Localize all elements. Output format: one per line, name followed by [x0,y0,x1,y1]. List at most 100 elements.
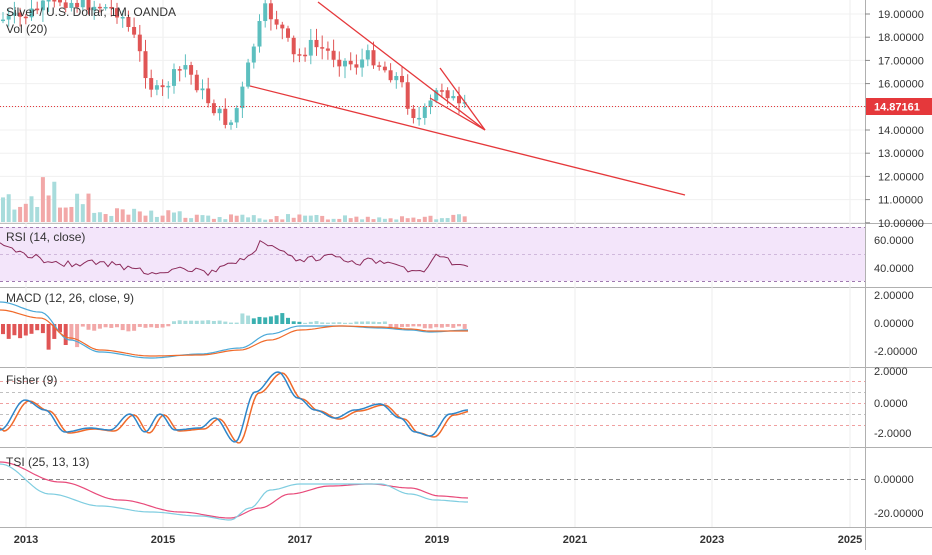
macd-histogram [1,313,467,350]
volume-bar [457,214,461,222]
volume-bar [92,212,97,222]
candle-body [394,75,399,81]
macd-histogram-bar [343,322,347,324]
candle-body [58,0,62,3]
price-pane[interactable]: Silver / U.S. Dollar, 1M, OANDA Vol (20) [0,0,865,224]
candle-body [115,8,119,18]
rsi-axis-60: 60.0000 [874,235,914,247]
macd-pane[interactable]: MACD (12, 26, close, 9) 2.00000 0.00000 … [0,290,917,359]
price-axis[interactable]: 19.0000018.0000017.0000016.0000015.00000… [865,9,924,230]
macd-histogram-bar [206,320,211,324]
macd-histogram-bar [268,316,273,324]
fisher-pane[interactable]: Fisher (9) 2.0000 0.0000 -2.0000 [0,366,911,444]
macd-histogram-bar [251,318,256,324]
volume-bar [35,206,40,222]
volume-bar [229,214,233,222]
volume-bar [445,218,450,222]
macd-histogram-bar [223,321,228,324]
volume-bar [388,218,393,222]
candle-body [246,62,251,87]
macd-histogram-bar [274,315,279,324]
symbol-title[interactable]: Silver / U.S. Dollar, 1M, OANDA [6,5,176,19]
candle-body [422,106,427,118]
candle-body [308,39,313,56]
volume-bar [183,217,188,222]
macd-histogram-bar [194,320,199,324]
candle-body [149,78,154,90]
candle-body [18,12,23,17]
macd-histogram-bar [263,317,268,324]
fisher-label[interactable]: Fisher (9) [6,373,57,387]
trendline[interactable] [249,85,686,196]
candle-body [23,16,28,19]
candle-body [52,0,57,2]
tsi-label[interactable]: TSI (25, 13, 13) [6,455,89,469]
candlesticks[interactable] [1,0,467,130]
macd-histogram-bar [46,324,51,350]
candle-body [86,0,91,11]
trendline[interactable] [439,67,486,131]
candle-body [360,59,365,68]
volume-bar [320,215,325,222]
trendlines[interactable] [249,1,686,196]
candle-body [154,85,159,90]
macd-histogram-bar [211,320,216,324]
time-axis[interactable]: 2013 2015 2017 2019 2021 2023 2025 [14,534,862,546]
fisher-axis-0: 0.0000 [874,398,908,410]
macd-histogram-bar [86,324,91,330]
candle-body [348,60,353,65]
volume-bar [400,216,404,222]
volume-bar [251,215,256,222]
candle-body [6,15,11,20]
macd-histogram-bar [6,324,11,339]
fisher-line [0,371,469,443]
candle-body [69,2,74,8]
volume-bar [137,211,142,222]
price-gridlines [0,13,865,224]
macd-histogram-bar [172,321,176,324]
rsi-axis-40: 40.0000 [874,263,914,275]
candle-body [388,70,393,81]
volume-bar [58,207,62,222]
macd-histogram-bar [12,324,17,336]
volume-bar [69,206,74,222]
macd-histogram-bar [388,324,393,329]
volume-bar [103,214,108,222]
trendline[interactable] [429,97,486,131]
macd-histogram-bar [411,324,416,327]
candle-body [1,19,5,22]
volume-bar [343,215,347,222]
macd-label[interactable]: MACD (12, 26, close, 9) [6,291,134,305]
rsi-pane[interactable]: RSI (14, close) 60.0000 40.0000 [0,227,914,282]
candle-body [200,88,205,91]
volume-bar [211,218,216,222]
volume-bar [280,219,285,222]
macd-histogram-bar [400,324,404,328]
volume-bar [303,215,308,222]
volume-bar [422,216,427,222]
candle-body [166,85,171,88]
candle-body [194,74,199,91]
candle-body [257,21,262,47]
volume-bar [1,197,5,222]
candle-body [172,69,176,86]
candle-body [160,85,165,88]
macd-line [0,301,468,359]
candle-body [211,103,216,114]
macd-histogram-bar [320,322,325,324]
volume-bar [75,193,80,222]
volume-bar [126,214,131,222]
candle-body [400,75,404,83]
trendline[interactable] [317,1,486,131]
candle-body [405,82,410,109]
macd-histogram-bar [434,324,439,328]
candle-body [320,47,325,49]
rsi-label[interactable]: RSI (14, close) [6,230,85,244]
tsi-pane[interactable]: TSI (25, 13, 13) 0.00000 -20.00000 [0,455,924,521]
macd-histogram-bar [58,324,62,333]
volume-bar [143,215,148,222]
macd-histogram-bar [297,321,302,324]
volume-label[interactable]: Vol (20) [6,22,47,36]
macd-histogram-bar [137,324,142,327]
